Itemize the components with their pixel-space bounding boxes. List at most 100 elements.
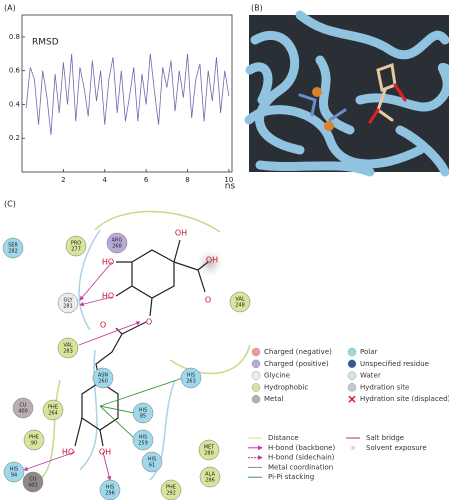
atom-label: O — [146, 318, 152, 327]
panel-label: (A) — [4, 4, 16, 13]
residue-number: 264 — [48, 411, 58, 417]
hbonds — [23, 261, 141, 481]
atom-label: O — [100, 321, 106, 330]
y-tick-label: 0.4 — [9, 100, 21, 108]
legend-label: Pi-Pi stacking — [268, 473, 314, 481]
plot-frame — [21, 14, 233, 173]
residue — [2, 237, 24, 259]
panel-label: (B) — [251, 4, 263, 13]
residue-number: 401 — [28, 483, 38, 489]
residue-number: 280 — [204, 451, 214, 457]
legend-marker — [251, 383, 261, 392]
ligand-bonds — [74, 239, 209, 447]
pocket-outline — [39, 210, 251, 481]
residue-name: HIS — [148, 457, 156, 463]
pi-stacking — [99, 377, 184, 439]
protein-render — [244, 10, 449, 177]
residue-number: 263 — [186, 379, 196, 385]
residues: ARG268SER282PRO277GLY281VAL283VAL248ASN2… — [2, 232, 251, 500]
x-tick-label: 4 — [103, 176, 108, 184]
legend-label: Solvent exposure — [366, 444, 427, 452]
atom-label: OH — [175, 229, 187, 238]
legend-label: H-bond (backbone) — [268, 444, 335, 452]
chart-title: RMSD — [32, 38, 59, 48]
legend-label: Charged (negative) — [264, 348, 332, 356]
residue-name: ALA — [205, 472, 215, 478]
solvent-exposure — [194, 247, 226, 279]
residue-name: HIS — [139, 408, 147, 414]
panel-label: (C) — [4, 200, 16, 209]
residue-number: 85 — [140, 414, 146, 420]
legend-label: Glycine — [264, 372, 290, 380]
legend-marker — [348, 395, 356, 403]
atom-label: HO — [62, 448, 74, 457]
residue — [57, 292, 79, 314]
residue-name: HIS — [139, 435, 147, 441]
residue — [92, 367, 114, 389]
residue-name: VAL — [63, 343, 73, 349]
residue-number: 296 — [105, 491, 115, 497]
legend: Charged (negative) Charged (positive) Glyc… — [248, 347, 449, 481]
x-tick-label: 8 — [185, 176, 189, 184]
residue-number: 282 — [8, 249, 18, 255]
residue-number: 61 — [149, 463, 155, 469]
residue — [132, 429, 154, 451]
residue-name: SER — [8, 243, 18, 249]
residue — [141, 451, 163, 473]
residue-name: ASN — [98, 373, 109, 379]
atom-label: OH — [99, 448, 111, 457]
x-unit: ns — [225, 182, 236, 192]
legend-label: Hydrophobic — [264, 383, 308, 391]
residue-name: HIS — [187, 373, 195, 379]
residue — [3, 461, 25, 483]
ligand-atoms: OH OH HO O HO O O HO OH — [62, 229, 218, 457]
legend-marker — [251, 347, 261, 357]
rmsd-line — [25, 53, 230, 135]
residue — [132, 402, 154, 424]
residue-name: ARG — [112, 238, 123, 244]
residue-number: 400 — [18, 409, 28, 415]
y-tick-label: 0.6 — [9, 67, 21, 75]
residue-number: 281 — [63, 304, 73, 310]
residue-number: 259 — [138, 441, 148, 447]
legend-marker — [347, 347, 357, 357]
y-tick-label: 0.8 — [9, 33, 20, 41]
residue — [199, 466, 221, 488]
residue-name: CU — [19, 403, 26, 409]
residue — [42, 399, 64, 421]
atom-label: O — [205, 296, 211, 305]
legend-label: Polar — [360, 348, 377, 356]
atom-label: HO — [102, 258, 114, 267]
legend-label: Charged (positive) — [264, 360, 329, 368]
residue — [180, 367, 202, 389]
residue-number: 268 — [112, 244, 122, 250]
legend-label: H-bond (sidechain) — [268, 454, 335, 462]
residue — [23, 429, 45, 451]
residue-name: PHE — [166, 485, 176, 491]
legend-label: Water — [360, 372, 381, 380]
residue-number: 90 — [31, 441, 37, 447]
residue-number: 248 — [235, 303, 245, 309]
residue-number: 277 — [71, 247, 81, 253]
legend-label: Salt bridge — [366, 434, 404, 442]
residue — [229, 291, 251, 313]
legend-marker — [251, 371, 261, 380]
x-tick-label: 6 — [144, 176, 149, 184]
residue-number: 292 — [166, 491, 176, 497]
legend-label: Metal — [264, 395, 283, 403]
x-tick-label: 2 — [61, 176, 65, 184]
legend-marker — [251, 395, 261, 404]
atom-label: HO — [102, 292, 114, 301]
residue — [57, 337, 79, 359]
residue-name: MET — [204, 445, 215, 451]
residue-number: 286 — [205, 478, 215, 484]
residue — [106, 232, 128, 254]
residue-name: PHE — [29, 435, 39, 441]
y-tick-label: 0.2 — [9, 134, 20, 142]
legend-label: Hydration site — [360, 383, 409, 391]
residue-number: 260 — [98, 379, 108, 385]
residue-number: 283 — [63, 349, 73, 355]
atom-label: OH — [206, 256, 218, 265]
residue-name: GLY — [63, 298, 73, 304]
residue-name: PHE — [48, 405, 58, 411]
